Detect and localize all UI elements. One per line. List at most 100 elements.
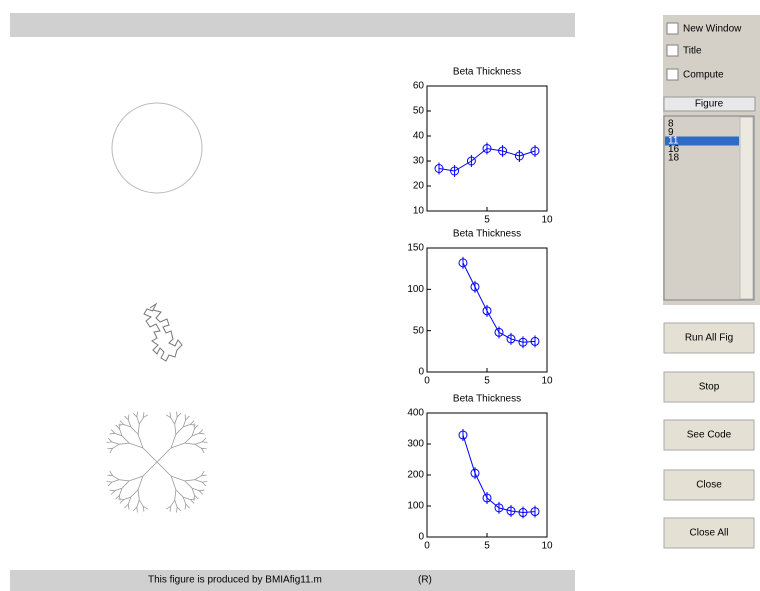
tree-branch xyxy=(198,490,204,495)
data-point xyxy=(530,507,540,517)
tree-branch xyxy=(127,504,130,510)
button[interactable] xyxy=(663,469,755,501)
tree-branch xyxy=(184,480,193,489)
button[interactable] xyxy=(663,419,755,451)
x-tick-label: 10 xyxy=(541,215,553,226)
listbox xyxy=(663,115,755,301)
list-item[interactable]: 8 xyxy=(668,119,674,130)
tree-branch xyxy=(201,474,207,477)
checkbox-label[interactable]: Title xyxy=(683,46,702,57)
tree-branch xyxy=(124,503,129,509)
tree-branch xyxy=(119,488,123,496)
list-item[interactable]: 16 xyxy=(668,144,680,155)
y-tick-label: 60 xyxy=(413,81,425,92)
list-header xyxy=(663,96,756,112)
list-item[interactable]: 18 xyxy=(668,153,680,164)
data-point xyxy=(450,166,460,176)
button-label[interactable]: Stop xyxy=(699,382,720,393)
x-tick-label: 10 xyxy=(541,541,553,552)
data-point xyxy=(518,337,528,347)
tree-branch xyxy=(169,506,172,512)
tree-branch xyxy=(115,494,120,500)
random-walk xyxy=(143,302,183,362)
tree-branch xyxy=(130,426,139,435)
tree-branch xyxy=(137,434,144,448)
tree-branch xyxy=(175,426,184,435)
tree-branch xyxy=(193,495,195,501)
tree-branch xyxy=(142,412,145,418)
tree-branch xyxy=(114,487,123,492)
y-tick-label: 10 xyxy=(413,206,425,217)
x-tick-label: 10 xyxy=(541,376,553,387)
tree-branch xyxy=(184,414,187,420)
chart-title: Beta Thickness xyxy=(453,67,521,78)
tree-branch xyxy=(143,414,149,418)
button-label[interactable]: Close xyxy=(696,480,722,491)
tree-branch xyxy=(199,432,205,435)
button-label[interactable]: See Code xyxy=(687,430,732,441)
tree-figure xyxy=(106,411,208,513)
tree-branch xyxy=(109,489,115,492)
tree-branch xyxy=(170,417,176,425)
tree-branch xyxy=(171,442,185,449)
y-tick-label: 150 xyxy=(407,243,424,254)
button-label[interactable]: Close All xyxy=(690,528,729,539)
tree-branch xyxy=(189,499,195,504)
button-label[interactable]: Run All Fig xyxy=(685,333,733,344)
checkbox[interactable] xyxy=(666,22,679,35)
y-tick-label: 0 xyxy=(418,367,424,378)
tree-branch xyxy=(201,447,207,450)
tree-branch xyxy=(183,496,191,500)
tree-branch xyxy=(136,499,140,508)
tree-branch xyxy=(119,420,125,425)
y-tick-label: 400 xyxy=(407,408,424,419)
bottom-bar xyxy=(10,570,575,591)
y-tick-label: 30 xyxy=(413,156,425,167)
x-tick-label: 5 xyxy=(484,215,490,226)
tree-branch xyxy=(127,496,132,505)
data-point xyxy=(470,282,480,292)
list-item[interactable]: 11 xyxy=(668,136,679,147)
x-tick-label: 0 xyxy=(424,541,430,552)
checkbox[interactable] xyxy=(666,44,679,57)
tree-branch xyxy=(138,499,144,507)
tree-branch xyxy=(199,489,205,492)
tree-branch xyxy=(127,414,130,420)
y-tick-label: 100 xyxy=(407,284,424,295)
top-bar xyxy=(10,13,575,37)
checkbox-label[interactable]: New Window xyxy=(683,24,742,35)
tree-branch xyxy=(136,411,138,417)
checkbox[interactable] xyxy=(666,68,679,81)
button[interactable] xyxy=(663,322,755,354)
tree-branch xyxy=(111,441,120,445)
data-point xyxy=(458,430,468,440)
tree-branch xyxy=(194,494,199,500)
footer-caption: This figure is produced by BMIAfig11.m xyxy=(148,575,322,586)
tree-branch xyxy=(136,416,140,425)
tree-branch xyxy=(184,435,193,444)
tree-branch xyxy=(143,506,149,510)
tree-branch xyxy=(176,506,182,512)
footer-mark: (R) xyxy=(418,575,432,586)
tree-branch xyxy=(184,442,196,445)
tree-branch xyxy=(112,475,120,481)
y-tick-label: 0 xyxy=(418,532,424,543)
button[interactable] xyxy=(663,517,755,549)
checkbox-label[interactable]: Compute xyxy=(683,70,724,81)
tree-branch xyxy=(118,479,130,482)
tree-branch xyxy=(190,424,196,426)
tree-branch xyxy=(174,489,177,501)
circle-figure xyxy=(111,102,203,194)
tree-branch xyxy=(202,481,208,483)
tree-branch xyxy=(106,441,112,443)
tree-branch xyxy=(127,419,132,428)
list-item[interactable]: 9 xyxy=(668,127,674,138)
tree-branch xyxy=(194,441,203,445)
tree-branch xyxy=(136,507,138,513)
button[interactable] xyxy=(663,371,755,403)
tree-branch xyxy=(191,432,200,437)
tree-branch xyxy=(185,415,190,421)
